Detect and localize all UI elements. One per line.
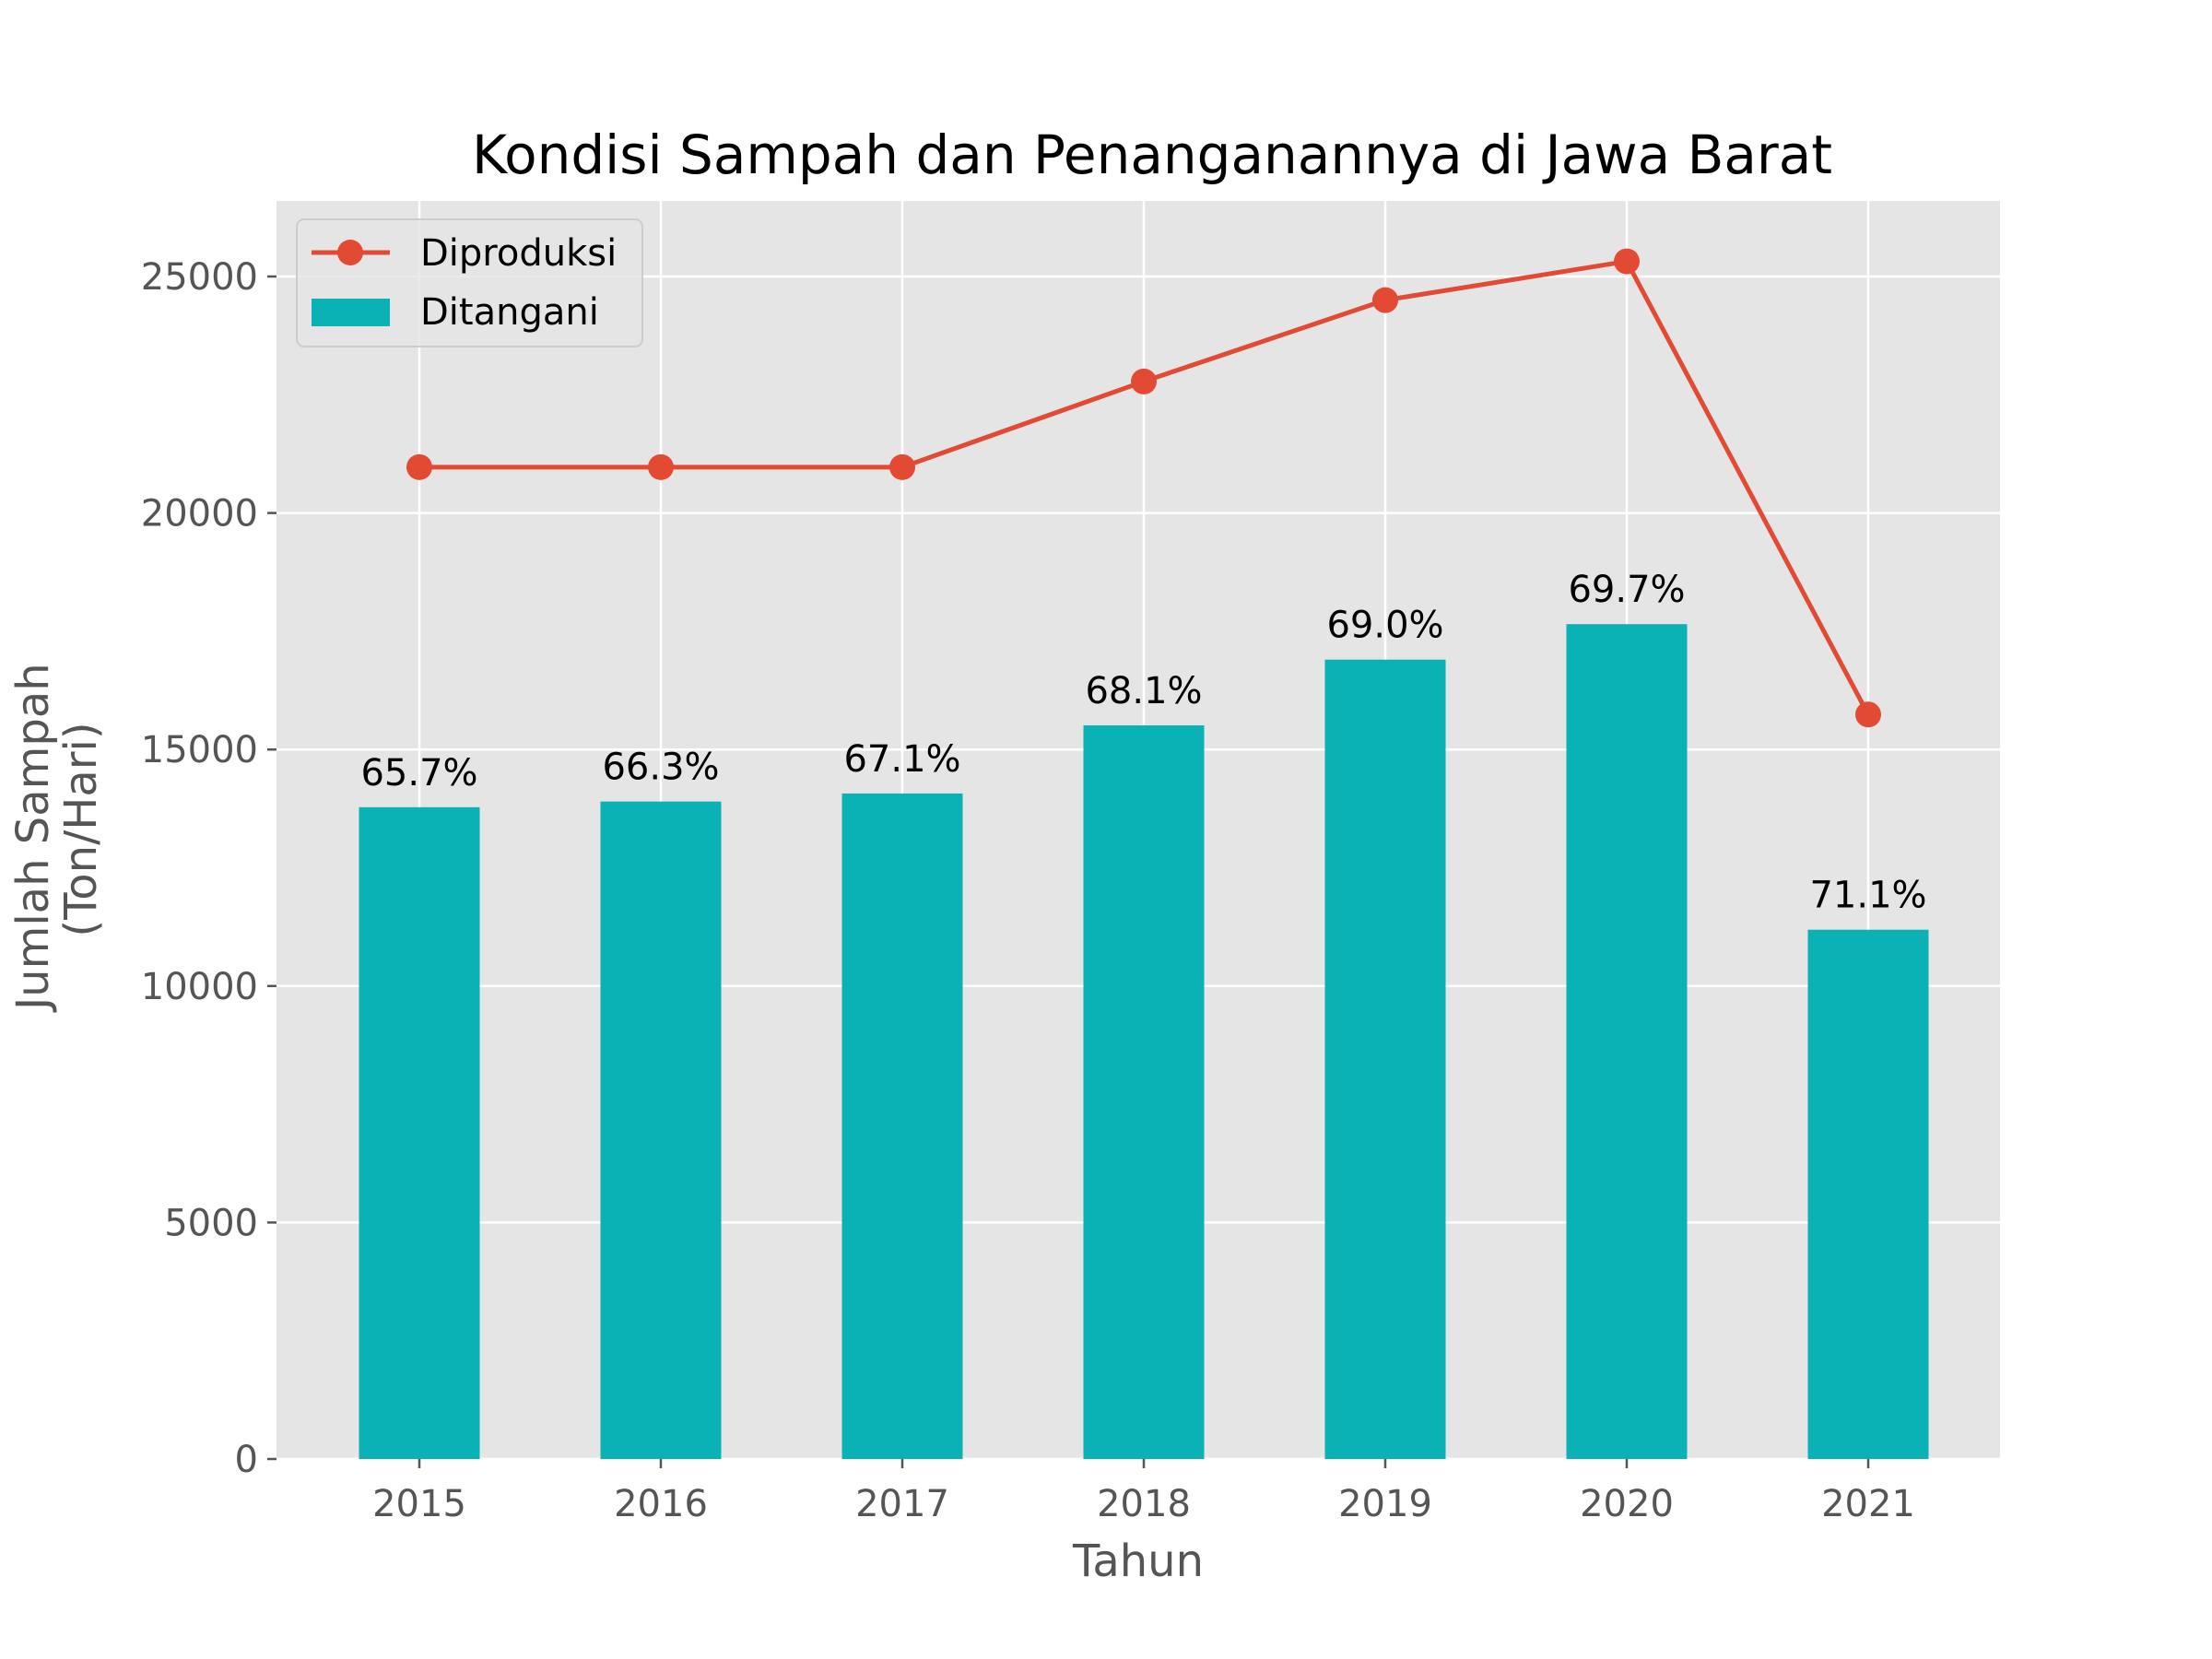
chart-title: Kondisi Sampah dan Penanganannya di Jawa… (472, 124, 1832, 186)
legend-entry-diproduksi: Diproduksi (420, 232, 617, 275)
bar-label-2015: 65.7% (360, 752, 477, 794)
y-axis-label-line-1: Jumlah Sampah (7, 663, 59, 1013)
bar-2018 (1083, 725, 1205, 1459)
y-tick-label-0: 0 (235, 1439, 258, 1481)
bar-2016 (600, 801, 722, 1459)
line-diproduksi (406, 248, 1881, 728)
bar-label-2016: 66.3% (602, 747, 719, 789)
bar-label-2021: 71.1% (1809, 875, 1926, 917)
y-axis: 0 5000 10000 15000 20000 25000 (141, 256, 276, 1481)
legend-entry-ditangani: Ditangani (420, 291, 599, 334)
x-tick-label-2017: 2017 (855, 1483, 949, 1525)
x-tick-label-2018: 2018 (1097, 1483, 1191, 1525)
x-tick-label-2020: 2020 (1580, 1483, 1674, 1525)
y-tick-label-5: 25000 (141, 256, 258, 299)
bars-ditangani (359, 624, 1929, 1459)
bar-label-2017: 67.1% (843, 738, 960, 781)
line-point-2020 (1614, 248, 1640, 275)
line-point-2018 (1131, 368, 1157, 394)
line-point-2017 (889, 453, 915, 480)
bar-2015 (359, 806, 480, 1459)
y-tick-label-3: 15000 (141, 729, 258, 771)
line-point-2016 (648, 453, 674, 480)
y-axis-label: Jumlah Sampah (Ton/Hari) (7, 649, 107, 1013)
line-point-2015 (406, 453, 432, 480)
legend-bar-swatch (312, 299, 390, 326)
x-tick-label-2019: 2019 (1338, 1483, 1432, 1525)
x-tick-label-2015: 2015 (372, 1483, 466, 1525)
y-tick-label-1: 5000 (164, 1202, 258, 1244)
legend: Diproduksi Ditangani (296, 218, 643, 347)
x-tick-label-2016: 2016 (614, 1483, 708, 1525)
bar-2020 (1566, 624, 1688, 1459)
line-point-2019 (1372, 287, 1398, 313)
line-point-2021 (1855, 701, 1881, 728)
y-tick-label-4: 20000 (141, 493, 258, 535)
x-axis: 2015 2016 2017 2018 2019 2020 2021 (372, 1459, 1915, 1525)
bar-2019 (1324, 659, 1446, 1459)
x-axis-label: Tahun (1072, 1535, 1204, 1587)
bar-label-2020: 69.7% (1568, 569, 1685, 611)
legend-marker-swatch (337, 240, 363, 265)
y-axis-label-line-2: (Ton/Hari) (55, 722, 107, 936)
y-tick-label-2: 10000 (141, 966, 258, 1008)
x-tick-label-2021: 2021 (1821, 1483, 1915, 1525)
bar-label-2019: 69.0% (1326, 605, 1443, 647)
bar-label-2018: 68.1% (1085, 670, 1202, 712)
bar-2017 (841, 793, 963, 1459)
bar-2021 (1807, 929, 1929, 1459)
bar-value-labels: 65.7% 66.3% 67.1% 68.1% 69.0% 69.7% 71.1% (360, 569, 1926, 917)
